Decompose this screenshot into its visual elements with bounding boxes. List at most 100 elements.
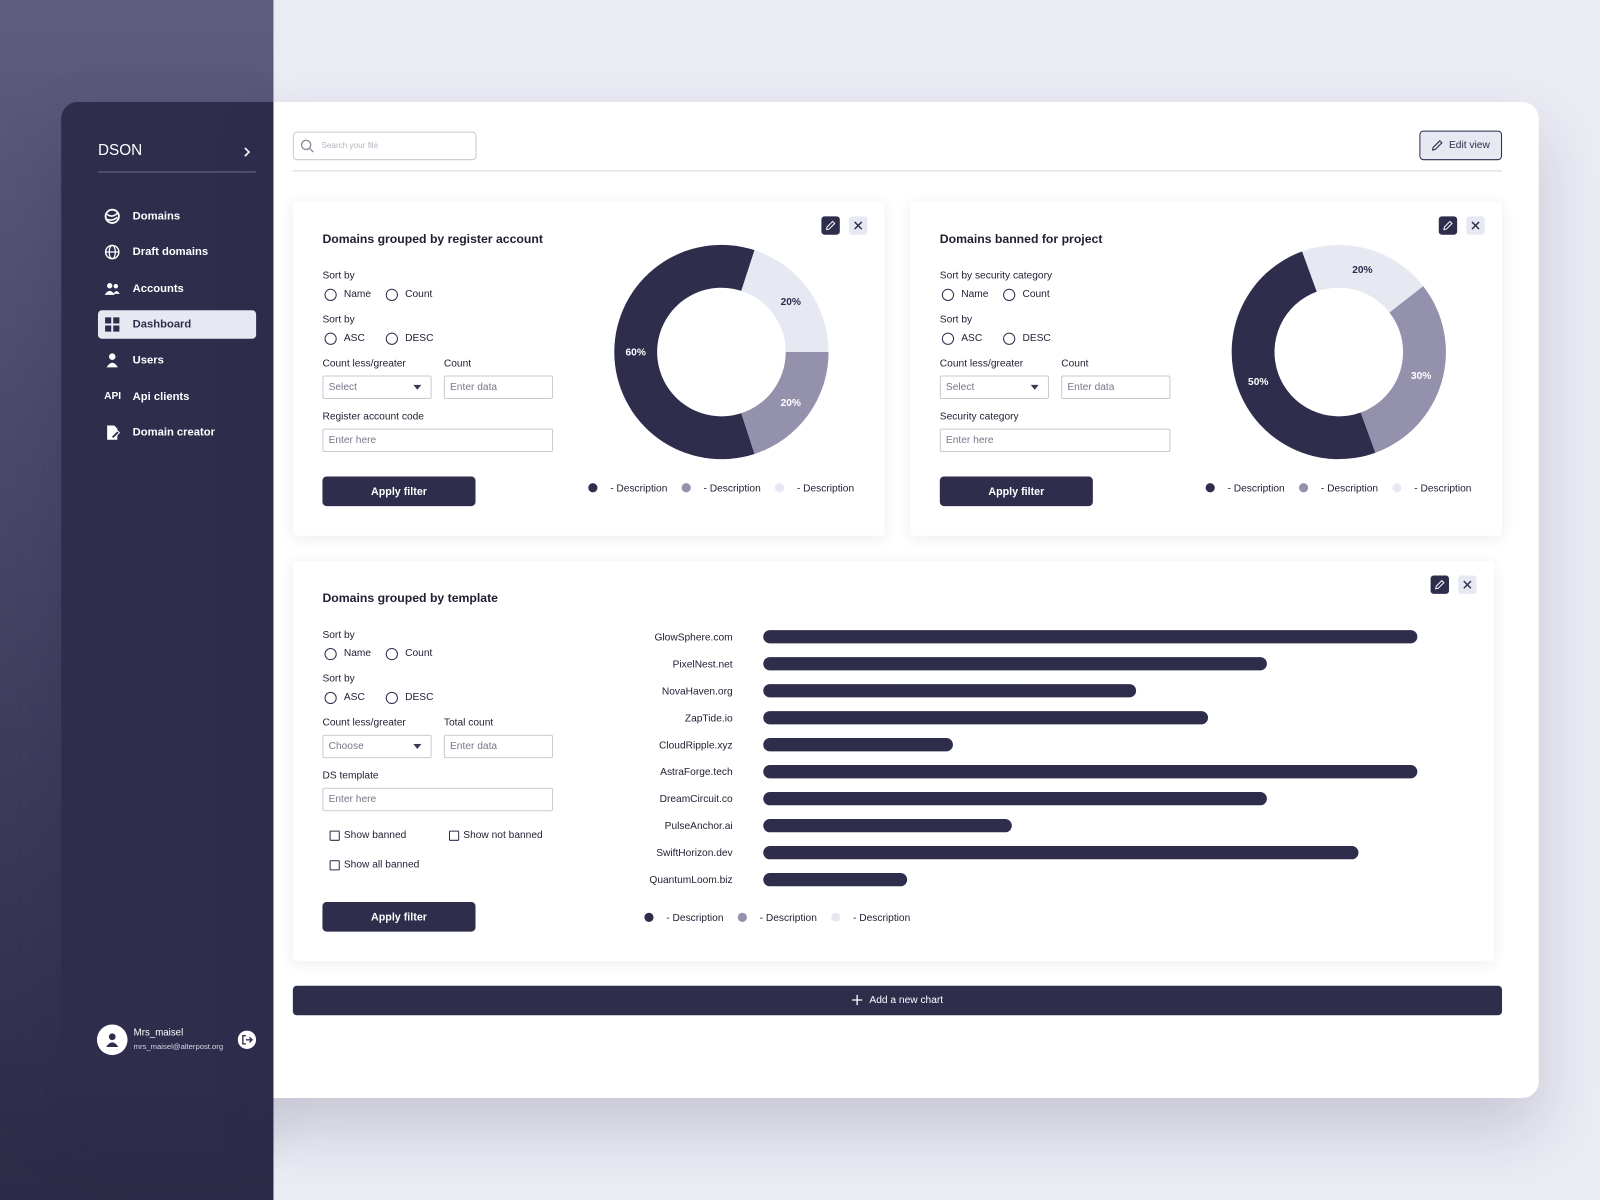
input-box[interactable] [443, 734, 554, 759]
donut-segment [741, 250, 829, 353]
value-label: 60% [626, 348, 646, 359]
legend-marker [588, 483, 598, 493]
value-label: 20% [781, 297, 801, 308]
select-placeholder: Select [945, 381, 975, 393]
category-label: SwiftHorizon.dev [656, 848, 733, 859]
nav-item[interactable]: Dashboard [132, 318, 192, 331]
input-box[interactable] [443, 375, 554, 399]
bar [763, 765, 1418, 779]
checkbox[interactable] [448, 830, 460, 841]
field-label: Count [443, 358, 472, 370]
checkbox[interactable] [329, 830, 340, 841]
radio[interactable] [385, 332, 398, 345]
donut-segment [1360, 286, 1446, 453]
category-label: AstraForge.tech [660, 767, 732, 778]
arrow [1030, 384, 1039, 390]
field-label: Count less/greater [322, 717, 406, 729]
category-label: PulseAnchor.ai [665, 821, 733, 832]
sort-label: Sort by [322, 673, 355, 685]
radio-label: Name [961, 288, 989, 300]
value-label: 20% [1352, 265, 1372, 276]
radio[interactable] [385, 691, 398, 705]
add-chart-button[interactable] [292, 985, 1503, 1016]
dropdown-arrow [412, 743, 422, 750]
legend-label: - Description [853, 913, 910, 924]
icon-shape [113, 317, 120, 324]
sort-label: Sort by security category [939, 270, 1053, 282]
legend-label: - Description [1228, 483, 1285, 494]
nav-item[interactable]: Domain creator [132, 426, 216, 439]
field-label: Security category [939, 411, 1019, 423]
legend-marker [774, 483, 785, 493]
edit-button[interactable] [821, 216, 840, 235]
sort-label: Sort by [939, 314, 973, 326]
radio[interactable] [941, 332, 955, 345]
edit-view-button[interactable] [1419, 130, 1503, 161]
radio-label: DESC [405, 332, 434, 344]
nav-item[interactable]: Draft domains [132, 246, 209, 259]
triangle [1030, 384, 1039, 390]
radio-label: ASC [343, 332, 365, 344]
icon-shape [105, 317, 112, 324]
select-box[interactable] [322, 375, 432, 399]
cross [1463, 580, 1472, 589]
donut-segment [1302, 244, 1424, 313]
nav-item[interactable]: Accounts [132, 282, 184, 295]
nav-active-bg [97, 310, 257, 339]
legend-label: - Description [704, 483, 761, 494]
radio[interactable] [324, 332, 337, 345]
select-placeholder: Choose [328, 740, 364, 753]
close-button[interactable] [1458, 575, 1477, 594]
radio[interactable] [324, 647, 337, 661]
select-box[interactable] [939, 375, 1049, 399]
sort-label: Sort by [322, 629, 355, 641]
input-box[interactable] [939, 428, 1171, 453]
brand: DSON [97, 141, 143, 160]
chart: GlowSphere.com PixelNest.net NovaHaven.org… [644, 630, 1418, 924]
checkbox[interactable] [329, 860, 340, 871]
panel: Domains grouped by template Sort by Name Co… [292, 561, 1494, 962]
close-button[interactable] [848, 216, 868, 235]
radio[interactable] [385, 647, 398, 661]
apply-filter-label: Apply filter [988, 485, 1045, 498]
body [106, 1042, 119, 1047]
pencil-icon [1443, 220, 1453, 231]
apply-filter-button[interactable] [939, 476, 1093, 507]
icon-shape [110, 429, 121, 440]
bar [763, 657, 1267, 671]
close-button[interactable] [1466, 216, 1485, 235]
radio[interactable] [941, 288, 955, 302]
legend-label: - Description [610, 483, 667, 494]
nav-item[interactable]: Api clients [132, 390, 190, 403]
user-name: Mrs_maisel [133, 1027, 184, 1039]
radio-label: ASC [343, 691, 365, 704]
legend-marker [1298, 483, 1309, 493]
field-label: Count [1061, 358, 1089, 370]
close-icon [1471, 221, 1480, 230]
edit-button[interactable] [1438, 216, 1458, 235]
radio[interactable] [324, 691, 337, 705]
icon-shape [106, 362, 118, 368]
bar [763, 873, 908, 887]
nav-item[interactable]: Users [132, 354, 164, 367]
apply-filter-button[interactable] [322, 902, 476, 932]
category-label: GlowSphere.com [655, 632, 733, 643]
input-box[interactable] [1061, 375, 1171, 399]
nav-item[interactable]: Domains [132, 210, 181, 223]
head [108, 1033, 116, 1041]
radio[interactable] [324, 288, 337, 302]
radio[interactable] [1003, 288, 1016, 302]
input-box[interactable] [322, 787, 554, 812]
radio[interactable] [385, 288, 398, 302]
select-box[interactable] [322, 734, 432, 759]
search-box[interactable] [292, 131, 477, 161]
edit-button[interactable] [1430, 575, 1449, 594]
apply-filter-button[interactable] [322, 476, 476, 507]
logout-button[interactable] [237, 1030, 257, 1049]
chevron [244, 147, 251, 157]
nav-icon [104, 208, 120, 224]
checkbox-label: Show banned [343, 829, 407, 841]
radio[interactable] [1003, 332, 1016, 345]
input-box[interactable] [322, 428, 554, 453]
field-label: Register account code [322, 411, 424, 423]
